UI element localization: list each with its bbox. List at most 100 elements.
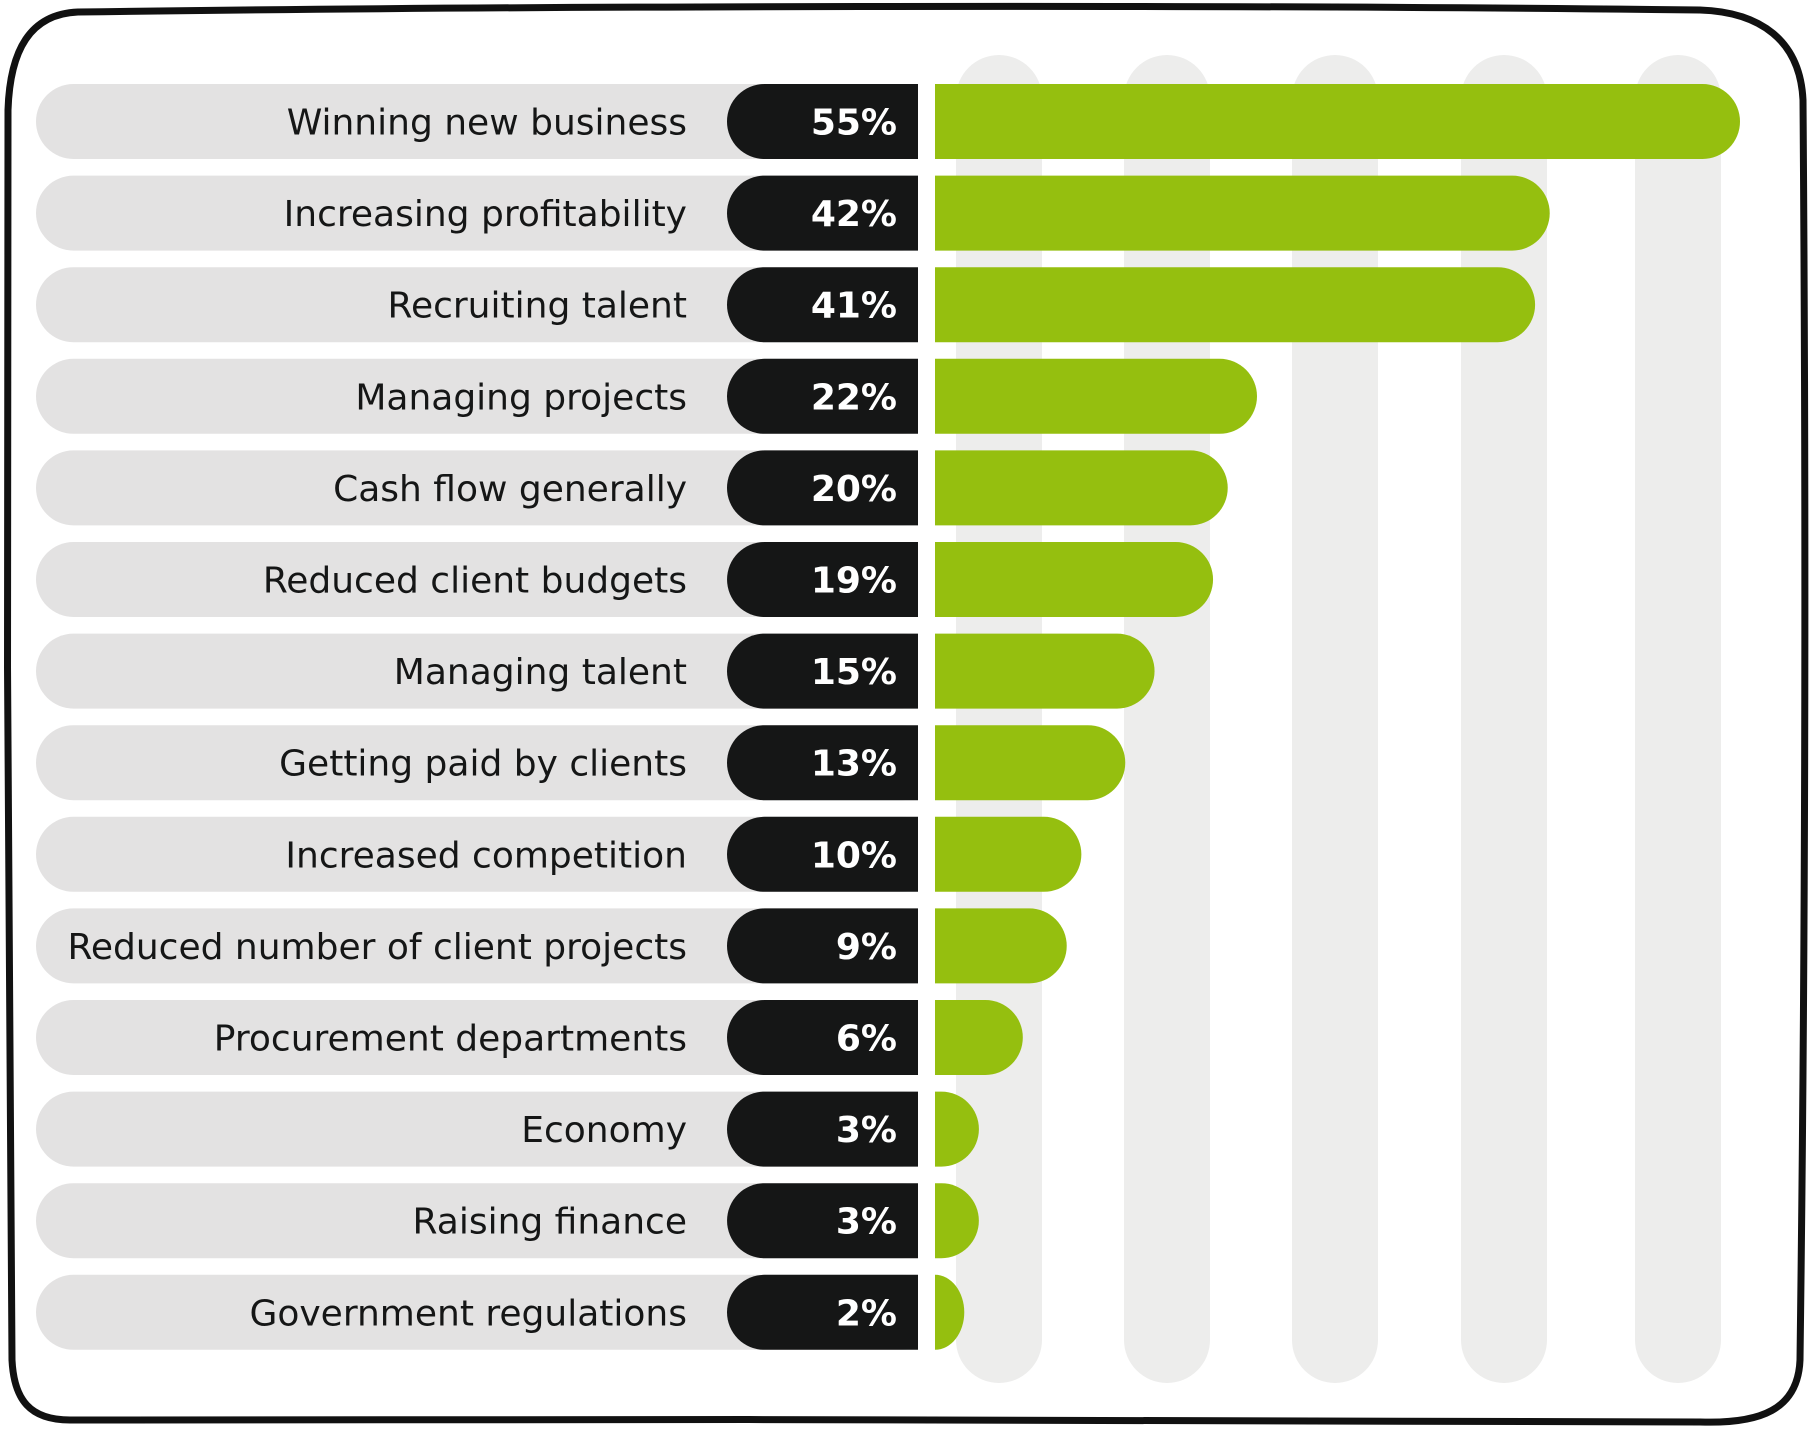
category-label-pill [36,84,940,159]
value-pill [727,542,918,617]
category-label-pill [36,175,940,251]
grid-band-3 [1292,55,1378,1383]
grid-band-5 [1635,55,1721,1383]
category-label: Managing projects [355,377,687,418]
bar-divider [918,446,935,530]
category-label-pill [36,908,940,984]
bar [935,1183,979,1259]
value-pill [727,84,918,159]
value-pill [727,1091,918,1167]
bar-row: Getting paid by clients 13% [36,721,1126,805]
bar-divider [918,996,935,1079]
value-pill [727,175,918,251]
value-label: 2% [836,1293,897,1334]
grid-band-1 [956,55,1042,1383]
bar [935,633,1155,709]
category-label-pill [36,725,940,801]
value-label: 3% [836,1110,897,1151]
bar-row: Economy 3% [36,1087,979,1171]
value-pill [727,358,918,434]
value-pill [727,267,918,343]
category-label-pill [36,633,940,709]
bar [935,725,1126,801]
value-pill [727,1183,918,1259]
bar-divider [918,80,935,163]
bar-row: Procurement departments 6% [36,996,1023,1079]
bar-row: Reduced number of client projects 9% [36,904,1067,988]
bar-divider [918,812,935,896]
category-label: Getting paid by clients [279,744,687,785]
bar-row: Reduced client budgets 19% [36,538,1214,621]
category-label-pill [36,816,940,892]
category-label: Managing talent [394,652,687,693]
value-label: 3% [836,1202,897,1243]
category-label-pill [36,358,940,434]
bar-divider [918,171,935,255]
value-label: 41% [811,286,897,327]
value-pill [727,816,918,892]
bar [935,1091,979,1167]
value-label: 19% [811,561,897,602]
bar-row: Increased competition 10% [36,812,1082,896]
grid-band-4 [1461,55,1547,1383]
bar-divider [918,538,935,621]
value-label: 13% [811,744,897,785]
bar-row: Government regulations 2% [36,1270,965,1354]
category-label: Increasing profitability [284,194,687,235]
category-label-pill [36,542,940,617]
value-label: 55% [811,103,897,144]
grid-band-2 [1124,55,1210,1383]
value-label: 9% [836,927,897,968]
category-label-pill [36,1183,940,1259]
bar [935,358,1257,434]
bar [935,816,1082,892]
value-label: 42% [811,194,897,235]
bar-divider [918,1270,935,1354]
bar-divider [918,904,935,988]
bar [935,175,1550,251]
category-label-pill [36,1000,940,1075]
bar-divider [918,1087,935,1171]
bar-row: Managing talent 15% [36,629,1155,713]
bar [935,84,1740,159]
bar [935,908,1067,984]
bar-divider [918,1179,935,1263]
bar-row: Raising finance 3% [36,1179,979,1263]
category-label: Economy [521,1110,687,1151]
value-label: 6% [836,1019,897,1060]
value-label: 22% [811,377,897,418]
value-pill [727,725,918,801]
bar [935,1274,965,1350]
value-pill [727,908,918,984]
bar [935,450,1228,526]
value-label: 20% [811,469,897,510]
value-pill [727,633,918,709]
category-label: Increased competition [285,835,687,876]
bar [935,1000,1023,1075]
category-label-pill [36,1091,940,1167]
category-label-pill [36,267,940,343]
category-label: Reduced number of client projects [67,927,687,968]
bar-divider [918,721,935,805]
bar-row: Managing projects 22% [36,354,1257,438]
value-label: 15% [811,652,897,693]
category-label: Government regulations [249,1293,687,1334]
bar-divider [918,263,935,347]
bar [935,267,1536,343]
bar-divider [918,354,935,438]
category-label: Procurement departments [214,1019,687,1060]
category-label-pill [36,1274,940,1350]
bar-row: Winning new business 55% [36,80,1740,163]
category-label: Raising finance [413,1202,687,1243]
category-label: Recruiting talent [388,286,687,327]
category-label: Reduced client budgets [263,561,687,602]
value-pill [726,450,918,526]
value-label: 10% [811,835,897,876]
value-pill [727,1274,918,1350]
category-label-pill [36,450,940,526]
value-pill [727,1000,918,1075]
bar-divider [918,629,935,713]
bar [935,542,1214,617]
